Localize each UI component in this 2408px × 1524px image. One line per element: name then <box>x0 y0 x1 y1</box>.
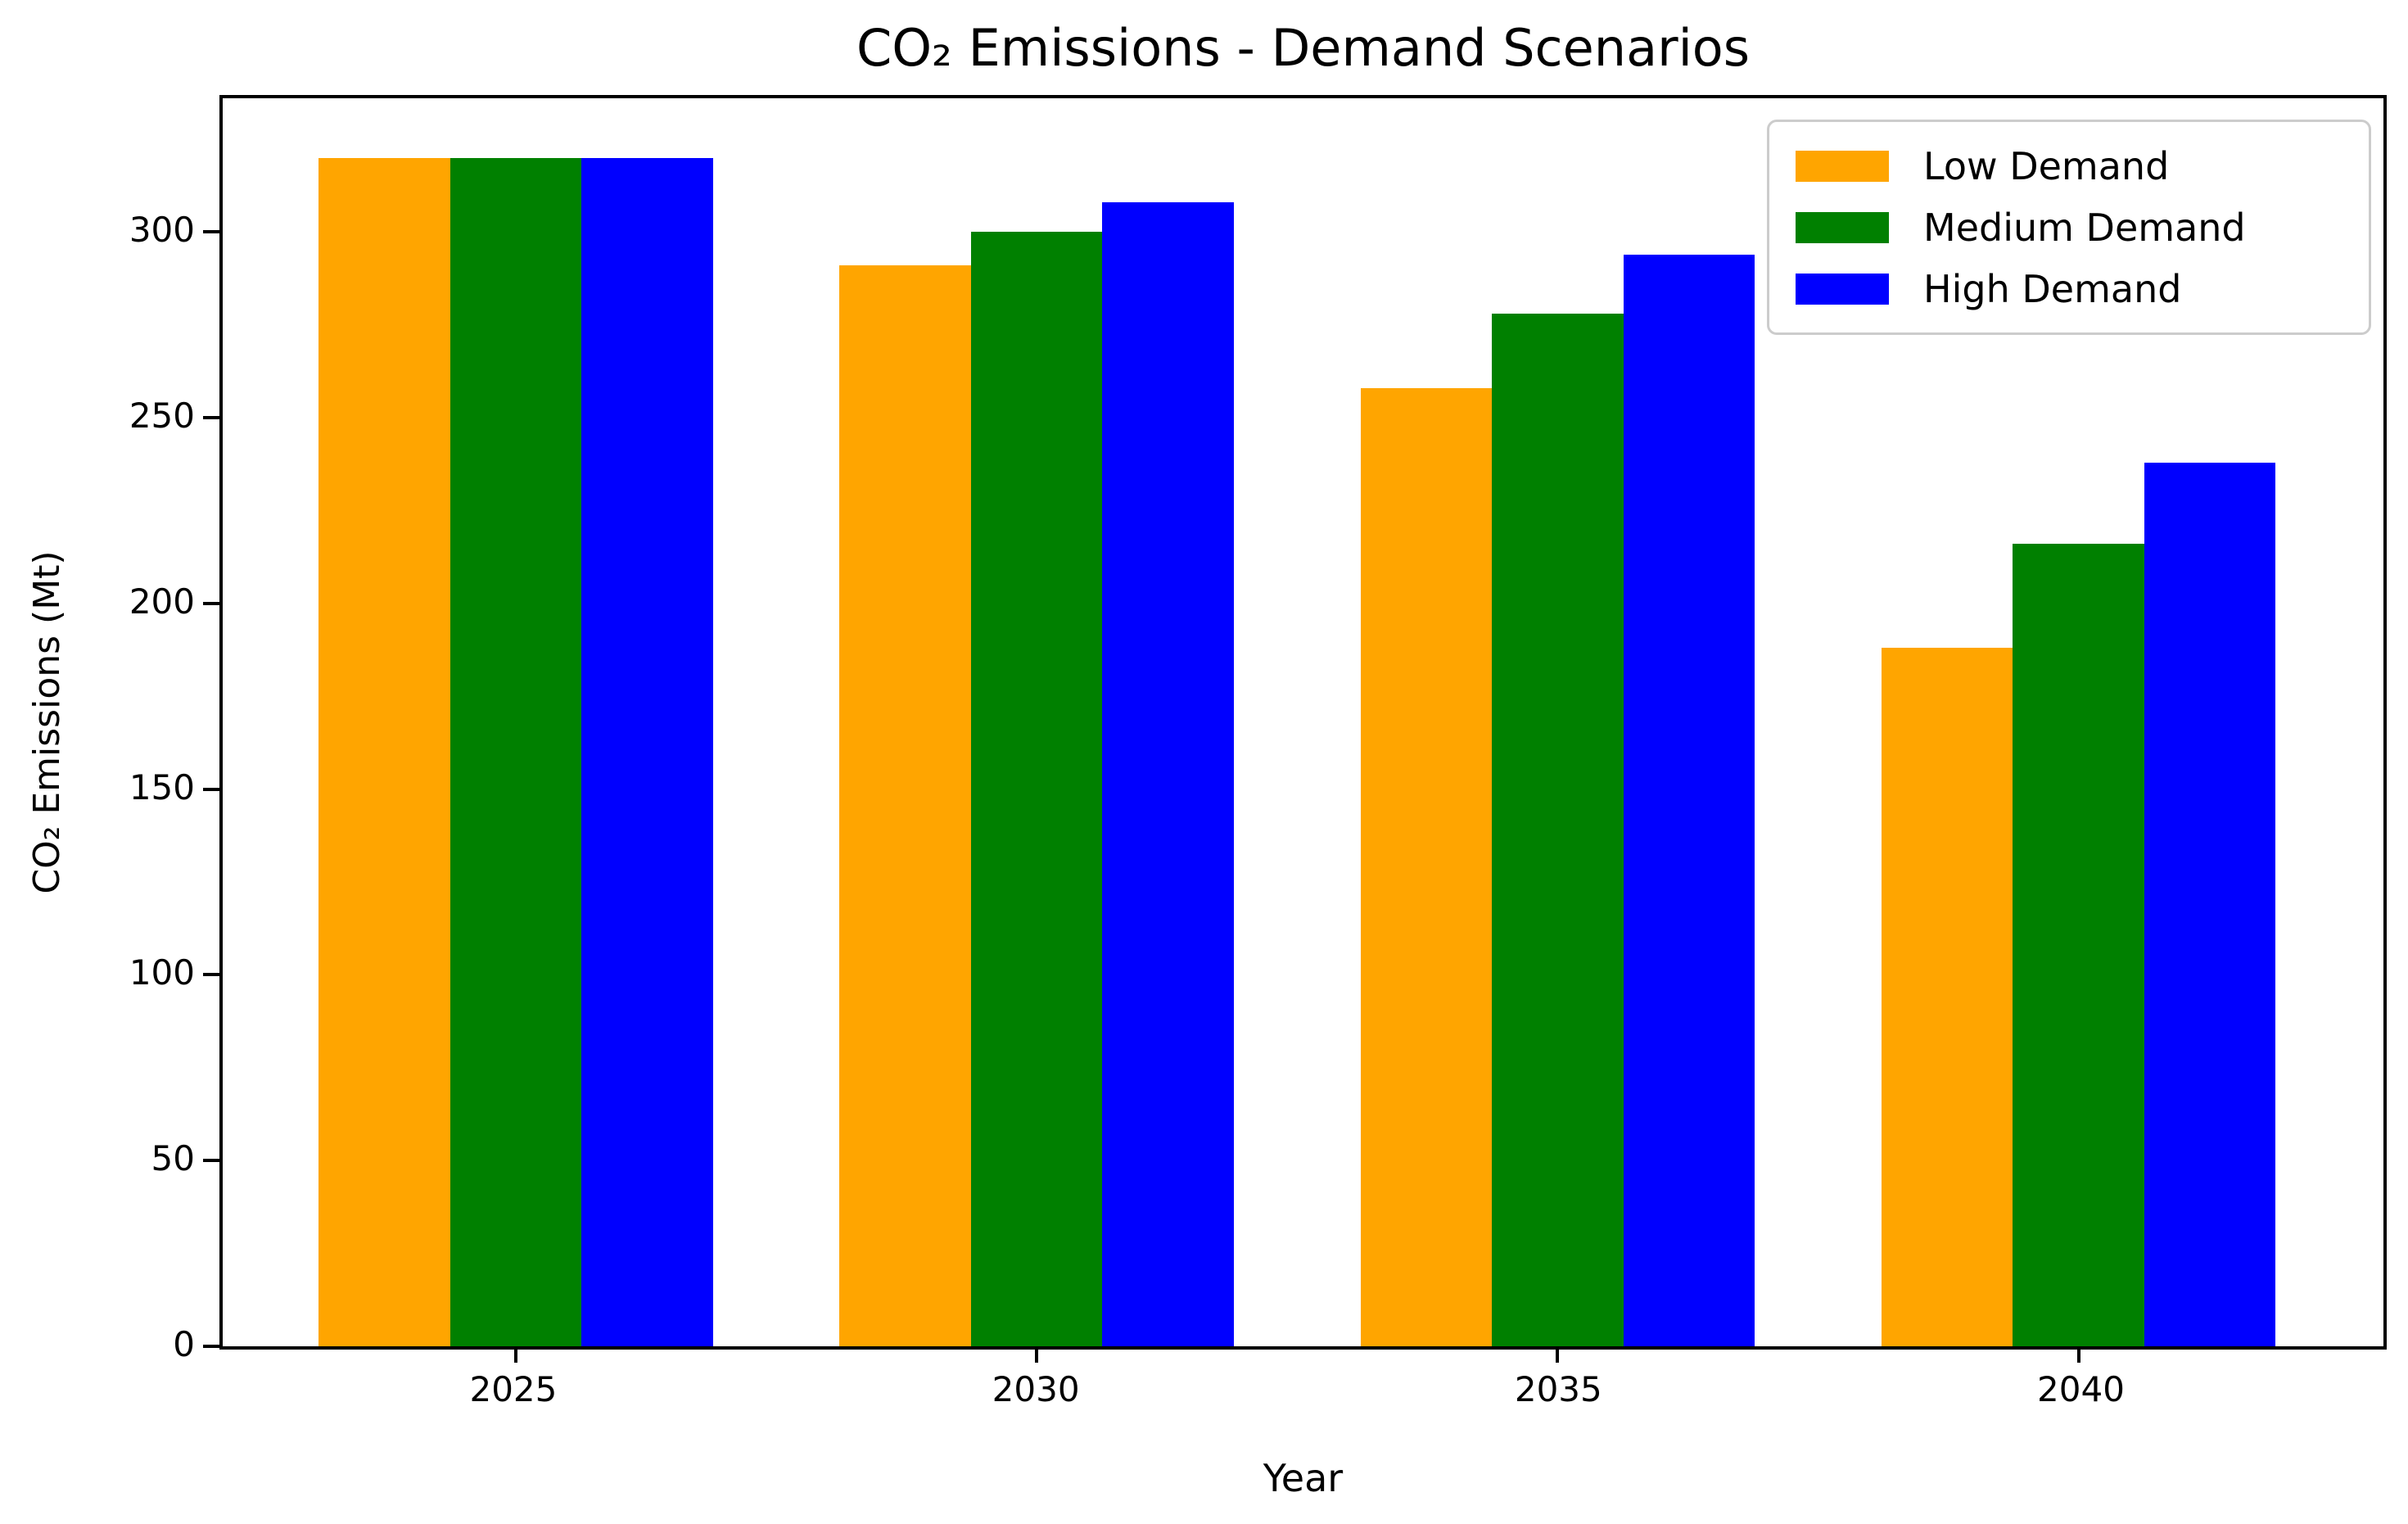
y-axis-tick-labels: 0 50 100 150 200 250 300 <box>0 97 195 1364</box>
bar-high-demand-2025 <box>581 157 713 1346</box>
bar-medium-demand-2035 <box>1492 314 1624 1346</box>
y-tick-mark-150 <box>203 787 219 791</box>
x-axis-label: Year <box>1263 1456 1344 1500</box>
x-tick-label-2030: 2030 <box>992 1369 1080 1409</box>
y-tick-mark-250 <box>203 416 219 420</box>
legend-row-high-demand: High Demand <box>1796 267 2352 311</box>
bar-high-demand-2040 <box>2144 462 2276 1346</box>
chart-title: CO₂ Emissions - Demand Scenarios <box>856 18 1751 78</box>
y-tick-label-100: 100 <box>129 952 195 993</box>
y-tick-mark-300 <box>203 230 219 234</box>
x-tick-mark-2030 <box>1035 1346 1039 1363</box>
bar-medium-demand-2025 <box>450 157 582 1346</box>
x-tick-mark-2025 <box>513 1346 517 1363</box>
x-tick-label-2025: 2025 <box>469 1369 558 1409</box>
legend-label-medium-demand: Medium Demand <box>1923 205 2246 250</box>
legend-swatch-medium-demand <box>1796 211 1889 243</box>
legend-swatch-high-demand <box>1796 273 1889 305</box>
y-tick-mark-200 <box>203 601 219 605</box>
legend-row-medium-demand: Medium Demand <box>1796 206 2352 250</box>
x-tick-label-2040: 2040 <box>2037 1369 2125 1409</box>
y-tick-mark-100 <box>203 973 219 977</box>
legend-row-low-demand: Low Demand <box>1796 144 2352 188</box>
bar-low-demand-2030 <box>839 265 971 1346</box>
x-tick-mark-2040 <box>2076 1346 2080 1363</box>
y-tick-mark-0 <box>203 1345 219 1348</box>
bar-high-demand-2030 <box>1102 202 1234 1346</box>
bar-low-demand-2040 <box>1881 648 2013 1346</box>
y-tick-label-50: 50 <box>151 1138 195 1179</box>
y-tick-label-200: 200 <box>129 581 195 622</box>
y-tick-mark-50 <box>203 1159 219 1163</box>
x-axis-tick-labels: 2025 2030 2035 2040 <box>219 1369 2387 1418</box>
legend-label-low-demand: Low Demand <box>1923 143 2170 188</box>
x-tick-label-2035: 2035 <box>1514 1369 1602 1409</box>
legend-label-high-demand: High Demand <box>1923 266 2182 311</box>
bar-low-demand-2035 <box>1360 387 1493 1346</box>
x-tick-mark-2035 <box>1556 1346 1560 1363</box>
bar-low-demand-2025 <box>319 157 450 1346</box>
bar-high-demand-2035 <box>1623 254 1755 1346</box>
legend: Low Demand Medium Demand High Demand <box>1767 120 2371 335</box>
y-tick-label-0: 0 <box>173 1324 195 1364</box>
y-tick-label-300: 300 <box>129 210 195 251</box>
bar-medium-demand-2040 <box>2013 544 2144 1346</box>
bar-medium-demand-2030 <box>970 232 1103 1346</box>
legend-swatch-low-demand <box>1796 150 1889 182</box>
y-tick-label-150: 150 <box>129 767 195 807</box>
y-tick-label-250: 250 <box>129 396 195 436</box>
